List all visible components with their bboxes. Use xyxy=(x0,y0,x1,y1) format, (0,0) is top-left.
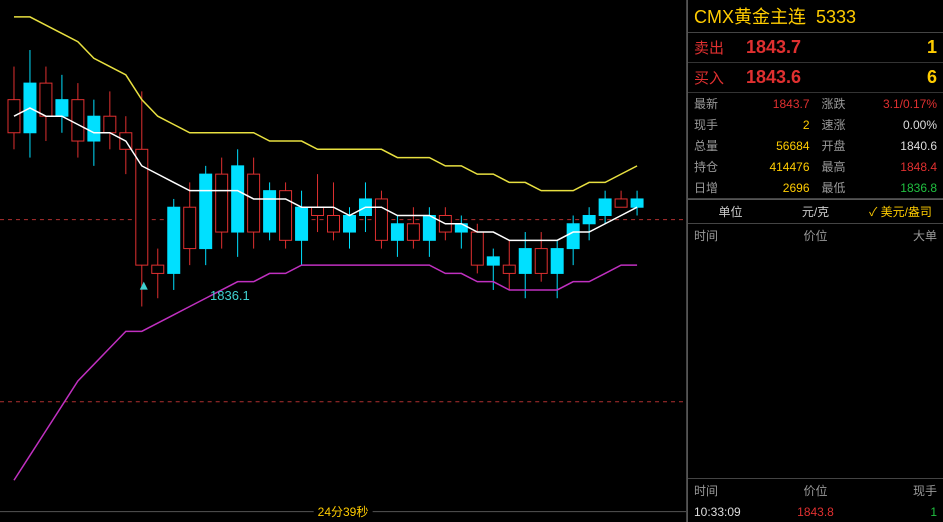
col-big: 大单 xyxy=(856,227,937,244)
sell-volume: 1 xyxy=(897,37,937,58)
unit-option-usd[interactable]: ✓ 美元/盎司 xyxy=(858,200,943,223)
instrument-code: 5333 xyxy=(816,7,856,27)
unit-label: 单位 xyxy=(688,200,773,223)
buy-label: 买入 xyxy=(694,67,734,88)
stat-high: 最高1848.4 xyxy=(816,156,943,177)
countdown-timer: 24分39秒 xyxy=(314,503,373,520)
buy-quote-row[interactable]: 买入 1843.6 6 xyxy=(688,63,943,93)
col-price: 价位 xyxy=(775,227,856,244)
stat-dChg: 日增2696 xyxy=(688,177,816,198)
instrument-title: CMX黄金主连 5333 xyxy=(688,0,943,33)
tick-header: 时间 价位 现手 xyxy=(688,479,943,502)
stat-low: 最低1836.8 xyxy=(816,177,943,198)
sell-price: 1843.7 xyxy=(734,37,897,58)
tick-vol: 1 xyxy=(856,505,937,519)
stat-oi: 持仓414476 xyxy=(688,156,816,177)
big-order-list[interactable] xyxy=(688,247,943,478)
stat-curHand: 现手2 xyxy=(688,114,816,135)
tick-price: 1843.8 xyxy=(775,505,856,519)
col2-time: 时间 xyxy=(694,482,775,499)
tick-list[interactable]: 时间 价位 现手 10:33:09 1843.8 1 xyxy=(688,478,943,522)
unit-option-cny[interactable]: 元/克 xyxy=(773,200,858,223)
instrument-name: CMX黄金主连 xyxy=(694,7,806,27)
col2-price: 价位 xyxy=(775,482,856,499)
candlestick-chart[interactable]: 1836.1 24分39秒 xyxy=(0,0,687,522)
price-annotation: 1836.1 xyxy=(210,288,250,303)
big-order-header: 时间 价位 大单 xyxy=(688,224,943,247)
buy-price: 1843.6 xyxy=(734,67,897,88)
stat-speed: 速涨0.00% xyxy=(816,114,943,135)
stat-totVol: 总量56684 xyxy=(688,135,816,156)
tick-time: 10:33:09 xyxy=(694,505,775,519)
stat-open: 开盘1840.6 xyxy=(816,135,943,156)
side-panel: CMX黄金主连 5333 卖出 1843.7 1 买入 1843.6 6 最新1… xyxy=(687,0,943,522)
stats-grid: 最新1843.7涨跌3.1/0.17%现手2速涨0.00%总量56684开盘18… xyxy=(688,93,943,199)
col2-hand: 现手 xyxy=(856,482,937,499)
buy-volume: 6 xyxy=(897,67,937,88)
stat-last: 最新1843.7 xyxy=(688,93,816,114)
sell-quote-row[interactable]: 卖出 1843.7 1 xyxy=(688,33,943,63)
stat-chg: 涨跌3.1/0.17% xyxy=(816,93,943,114)
col-time: 时间 xyxy=(694,227,775,244)
tick-row: 10:33:09 1843.8 1 xyxy=(688,502,943,522)
sell-label: 卖出 xyxy=(694,37,734,58)
unit-toggle-row: 单位 元/克 ✓ 美元/盎司 xyxy=(688,199,943,224)
